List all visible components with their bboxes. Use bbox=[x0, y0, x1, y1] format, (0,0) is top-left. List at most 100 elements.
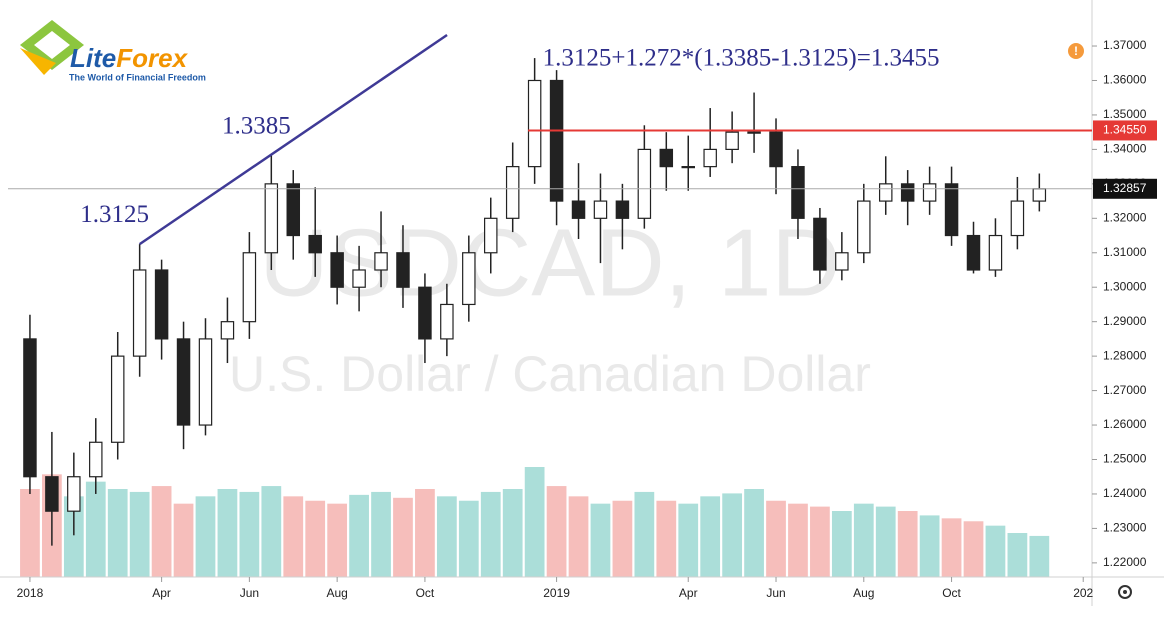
alert-icon[interactable] bbox=[1068, 43, 1084, 59]
candle-body bbox=[835, 252, 849, 271]
last-price-tag bbox=[1093, 178, 1157, 199]
candle-body bbox=[330, 252, 344, 288]
y-tick-label: 1.35000 bbox=[1103, 107, 1147, 121]
y-tick-label: 1.23000 bbox=[1103, 521, 1147, 535]
watermark-description: U.S. Dollar / Canadian Dollar bbox=[229, 346, 871, 402]
alert-icon-mark: ! bbox=[1074, 44, 1078, 58]
volume-bar bbox=[985, 525, 1006, 577]
level-label: 1.34550 bbox=[1103, 123, 1147, 137]
x-tick-label: Aug bbox=[326, 586, 347, 600]
candle-body bbox=[615, 200, 630, 219]
volume-bar bbox=[195, 496, 216, 577]
y-tick-label: 1.26000 bbox=[1103, 417, 1147, 431]
volume-bar bbox=[524, 467, 545, 577]
volume-bar bbox=[722, 493, 743, 577]
candle-body bbox=[176, 338, 191, 426]
y-tick-label: 1.37000 bbox=[1103, 38, 1147, 52]
settings-icon[interactable] bbox=[1118, 585, 1132, 599]
volume-bar bbox=[963, 521, 984, 577]
volume-bar bbox=[853, 503, 874, 577]
candle-body bbox=[966, 234, 981, 271]
candle-body bbox=[593, 200, 608, 219]
x-tick-label: 2019 bbox=[543, 586, 570, 600]
candle-body bbox=[484, 217, 498, 254]
volume-bar bbox=[678, 503, 699, 577]
x-tick-label: Oct bbox=[942, 586, 961, 600]
y-tick-label: 1.24000 bbox=[1103, 486, 1147, 500]
candle-body bbox=[988, 234, 1003, 271]
volume-bar bbox=[612, 500, 633, 577]
volume-bar bbox=[700, 496, 721, 577]
volume-bar bbox=[744, 489, 764, 577]
y-tick-label: 1.28000 bbox=[1103, 348, 1147, 362]
candle-body bbox=[505, 166, 520, 219]
volume-bar bbox=[261, 486, 282, 577]
logo-forex: Forex bbox=[116, 43, 188, 73]
y-tick-label: 1.22000 bbox=[1103, 555, 1147, 569]
candle-body bbox=[396, 252, 410, 288]
volume-bar bbox=[107, 489, 128, 577]
volume-bar bbox=[568, 496, 589, 577]
annotation: 1.3125+1.272*(1.3385-1.3125)=1.3455 bbox=[543, 45, 940, 72]
volume-bar bbox=[1029, 535, 1050, 577]
candle-body bbox=[264, 183, 279, 254]
watermark: USDCAD, 1D U.S. Dollar / Canadian Dollar bbox=[229, 209, 871, 402]
candle-body bbox=[89, 441, 103, 478]
volume-bar bbox=[371, 491, 391, 577]
level-tag bbox=[1093, 120, 1157, 141]
annotation: 1.3385 bbox=[222, 112, 291, 139]
candle-body bbox=[23, 338, 37, 478]
candle-body bbox=[242, 252, 257, 323]
x-tick-label: 202 bbox=[1073, 586, 1093, 600]
candle-body bbox=[791, 166, 805, 219]
logo-name: LiteForex bbox=[70, 43, 189, 73]
candle-body bbox=[681, 166, 695, 169]
volume-bar bbox=[634, 491, 655, 577]
y-tick-label: 1.31000 bbox=[1103, 245, 1147, 259]
candle-body bbox=[944, 183, 959, 237]
x-tick-label: Jun bbox=[240, 586, 259, 600]
volume-bar bbox=[919, 515, 940, 577]
volume-bar bbox=[875, 506, 896, 577]
volume-bar bbox=[305, 500, 326, 577]
watermark-symbol: USDCAD, 1D bbox=[259, 209, 840, 316]
y-tick-label: 1.30000 bbox=[1103, 279, 1147, 293]
candle-body bbox=[220, 321, 235, 340]
volume-bar bbox=[349, 494, 369, 577]
volume-bar bbox=[458, 500, 479, 577]
volume-bar bbox=[415, 489, 435, 577]
candle-body bbox=[308, 234, 322, 254]
candle-body bbox=[45, 476, 59, 512]
settings-gear[interactable] bbox=[1118, 585, 1132, 599]
last-price-label: 1.32857 bbox=[1103, 181, 1147, 195]
volume-bar bbox=[831, 511, 852, 577]
volume-bar bbox=[393, 497, 413, 577]
volume-bar bbox=[1007, 533, 1028, 577]
candle-body bbox=[549, 79, 564, 202]
candle-body bbox=[571, 200, 586, 219]
logo-tagline: The World of Financial Freedom bbox=[69, 72, 206, 82]
candle-body bbox=[1010, 200, 1025, 237]
volume-bar bbox=[480, 491, 501, 577]
logo: LiteForex The World of Financial Freedom bbox=[20, 20, 206, 82]
candle-body bbox=[198, 338, 213, 426]
candle-body bbox=[67, 476, 81, 512]
x-tick-label: 2018 bbox=[17, 586, 44, 600]
candle-body bbox=[154, 269, 169, 340]
candle-body bbox=[725, 131, 739, 150]
candle-body bbox=[703, 148, 717, 168]
logo-mark-inner bbox=[34, 31, 70, 59]
candle-body bbox=[1032, 188, 1047, 202]
volume-bar bbox=[502, 489, 523, 577]
candle-body bbox=[110, 355, 125, 443]
candle-body bbox=[418, 286, 432, 340]
volume-bar bbox=[941, 518, 962, 577]
candle-body bbox=[813, 217, 827, 271]
volume-bar bbox=[283, 496, 304, 577]
x-tick-label: Oct bbox=[416, 586, 435, 600]
candle-body bbox=[747, 131, 761, 134]
candle-body bbox=[352, 269, 366, 288]
y-tick-label: 1.34000 bbox=[1103, 142, 1147, 156]
